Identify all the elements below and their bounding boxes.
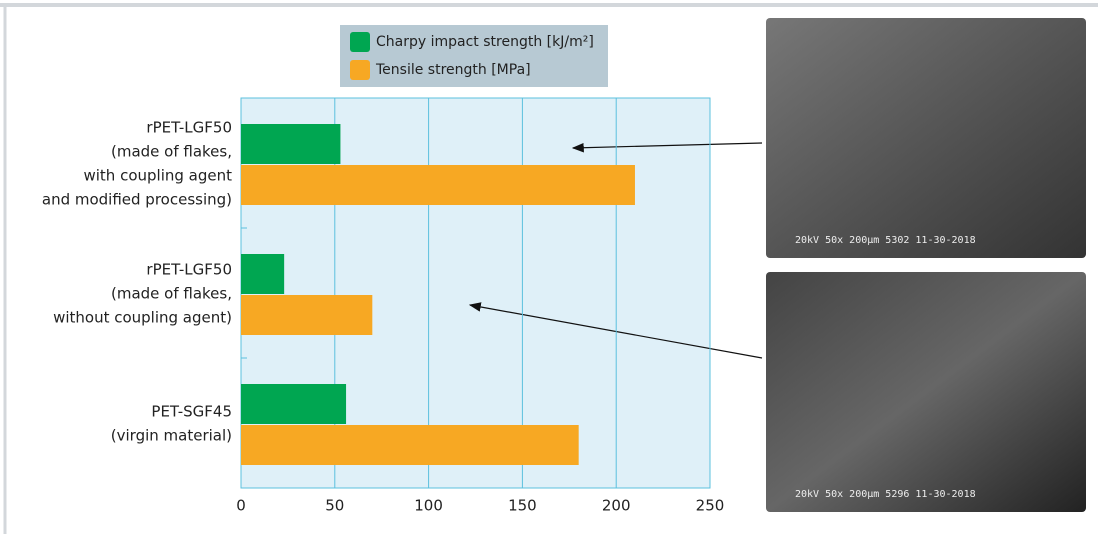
x-tick-label: 100 xyxy=(414,497,443,515)
legend-swatch xyxy=(350,60,370,80)
x-tick-label: 150 xyxy=(508,497,537,515)
y-tick-label: and modified processing) xyxy=(42,191,232,209)
y-tick-label: (made of flakes, xyxy=(111,285,232,303)
x-tick-label: 200 xyxy=(602,497,631,515)
bar xyxy=(241,165,635,205)
x-tick-label: 0 xyxy=(236,497,246,515)
y-tick-label: (virgin material) xyxy=(111,427,232,445)
y-tick-label: (made of flakes, xyxy=(111,143,232,161)
image-caption: 20kV 50x 200µm 5302 11-30-2018 xyxy=(795,235,976,246)
y-tick-label: with coupling agent xyxy=(83,167,232,185)
x-tick-label: 50 xyxy=(325,497,344,515)
y-tick-label: without coupling agent) xyxy=(53,309,232,327)
legend-label: Tensile strength [MPa] xyxy=(375,62,531,78)
bar xyxy=(241,425,579,465)
bar xyxy=(241,295,372,335)
sem-image xyxy=(766,18,1086,258)
chart: 20kV 50x 200µm 5302 11-30-2018 20kV 50x … xyxy=(0,0,1098,534)
legend-swatch xyxy=(350,32,370,52)
bar xyxy=(241,124,340,164)
bar xyxy=(241,384,346,424)
y-tick-label: rPET-LGF50 xyxy=(146,261,232,279)
x-tick-label: 250 xyxy=(696,497,725,515)
legend-label: Charpy impact strength [kJ/m²] xyxy=(376,34,594,50)
y-tick-label: rPET-LGF50 xyxy=(146,119,232,137)
image-caption: 20kV 50x 200µm 5296 11-30-2018 xyxy=(795,489,976,500)
sem-image xyxy=(766,272,1086,512)
bar xyxy=(241,254,284,294)
y-tick-label: PET-SGF45 xyxy=(151,403,232,421)
